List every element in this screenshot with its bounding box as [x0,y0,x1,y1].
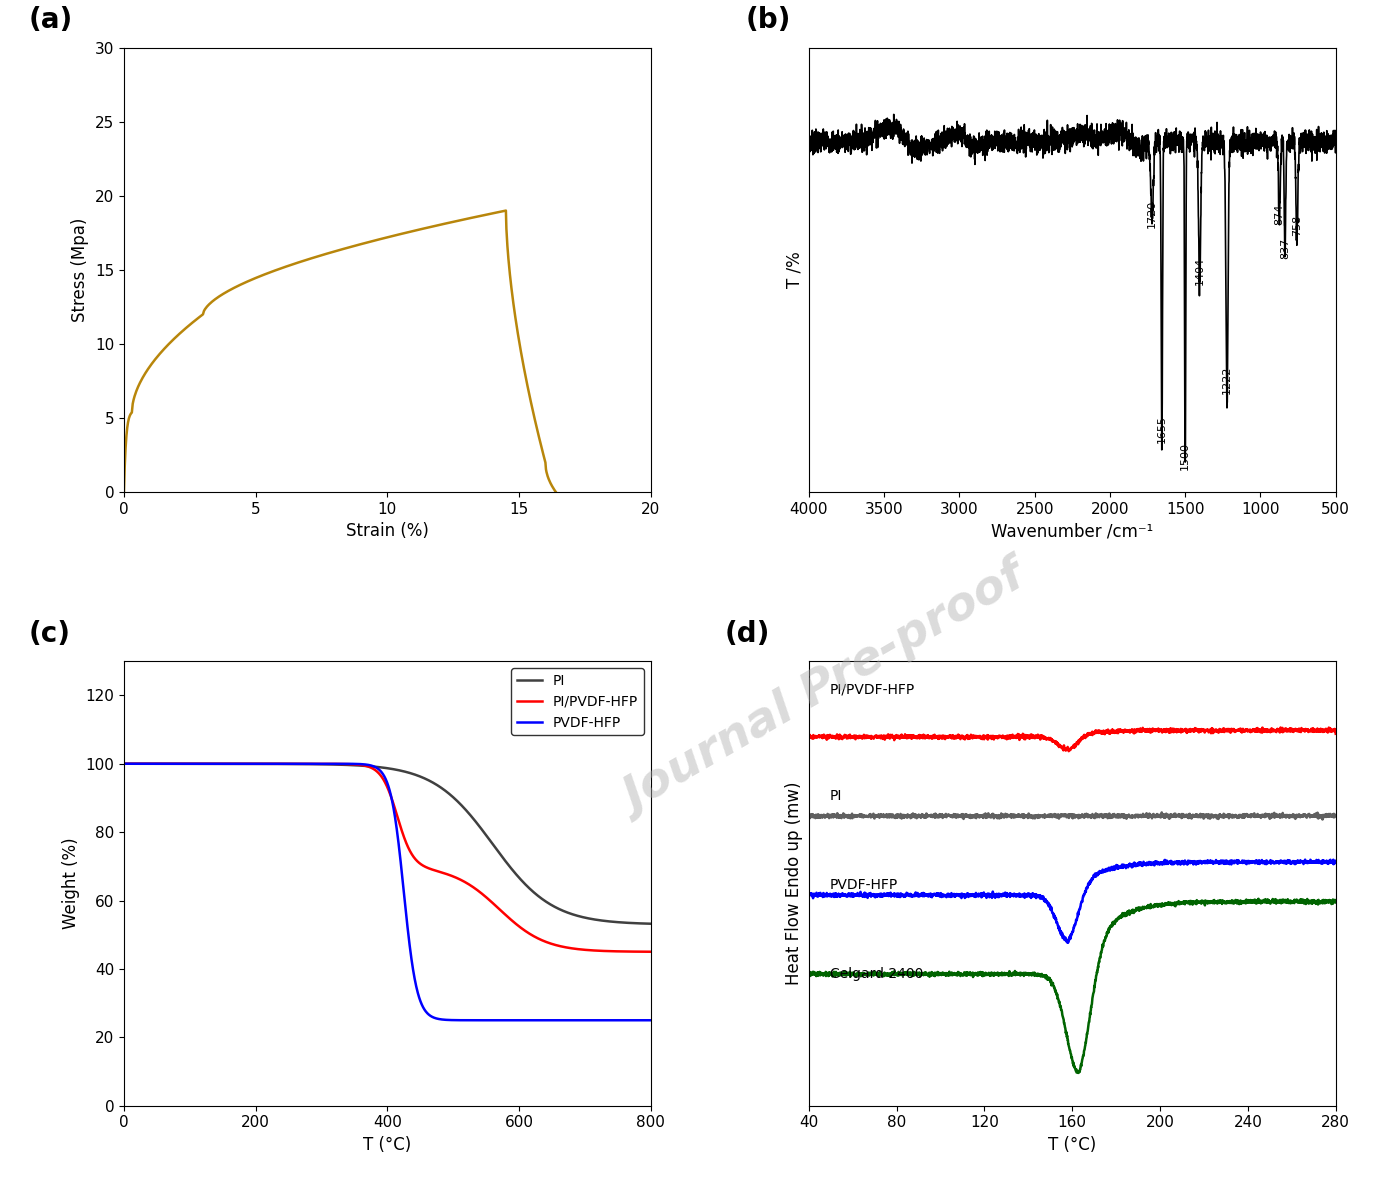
Line: PVDF-HFP: PVDF-HFP [124,763,651,1020]
Text: (c): (c) [29,619,72,648]
Text: 837: 837 [1281,238,1290,258]
Text: (d): (d) [724,619,770,648]
Text: 1720: 1720 [1147,200,1157,228]
PI/PVDF-HFP [643,944,660,958]
PI [530,889,547,904]
PVDF-HFP [627,1013,643,1027]
PI [628,916,644,930]
PVDF-HFP [143,756,160,770]
X-axis label: Strain (%): Strain (%) [346,522,428,541]
Text: 1404: 1404 [1195,257,1205,285]
Y-axis label: Heat Flow Endo up (mw): Heat Flow Endo up (mw) [785,781,803,986]
PI/PVDF-HFP [627,944,643,958]
PVDF-HFP [372,763,388,778]
PI/PVDF-HFP [143,756,160,770]
Text: 874: 874 [1274,203,1285,225]
PVDF-HFP [358,757,375,772]
X-axis label: Wavenumber /cm⁻¹: Wavenumber /cm⁻¹ [991,522,1154,541]
Line: PI/PVDF-HFP: PI/PVDF-HFP [124,763,651,951]
PI [143,756,160,770]
Text: PI/PVDF-HFP: PI/PVDF-HFP [830,682,916,697]
PI/PVDF-HFP [116,756,132,770]
PI [358,759,375,773]
PVDF-HFP [116,756,132,770]
Y-axis label: T /%: T /% [785,252,803,288]
PVDF-HFP [643,1013,660,1027]
PI/PVDF-HFP [530,932,547,946]
PI/PVDF-HFP [628,944,644,958]
PI [116,756,132,770]
PI [372,760,388,774]
Text: PVDF-HFP: PVDF-HFP [830,879,898,893]
Text: 1655: 1655 [1157,415,1166,443]
Text: 758: 758 [1292,215,1301,235]
Text: Journal Pre-proof: Journal Pre-proof [617,556,1036,823]
Text: Celgard 2400: Celgard 2400 [830,968,924,981]
Text: (a): (a) [29,6,73,34]
Line: PI: PI [124,763,651,924]
PI/PVDF-HFP [372,768,388,782]
PI/PVDF-HFP [358,759,375,773]
X-axis label: T (°C): T (°C) [364,1135,412,1155]
Y-axis label: Stress (Mpa): Stress (Mpa) [72,218,90,322]
PVDF-HFP [530,1013,547,1027]
Text: (b): (b) [745,6,790,34]
Text: PI: PI [830,789,843,804]
Legend: PI, PI/PVDF-HFP, PVDF-HFP: PI, PI/PVDF-HFP, PVDF-HFP [511,668,644,735]
Text: 1500: 1500 [1180,441,1190,470]
X-axis label: T (°C): T (°C) [1048,1135,1096,1155]
Text: 1222: 1222 [1221,366,1232,395]
PI [643,917,660,931]
Y-axis label: Weight (%): Weight (%) [62,837,80,930]
PVDF-HFP [638,1013,654,1027]
PI [627,916,643,930]
PVDF-HFP [628,1013,644,1027]
